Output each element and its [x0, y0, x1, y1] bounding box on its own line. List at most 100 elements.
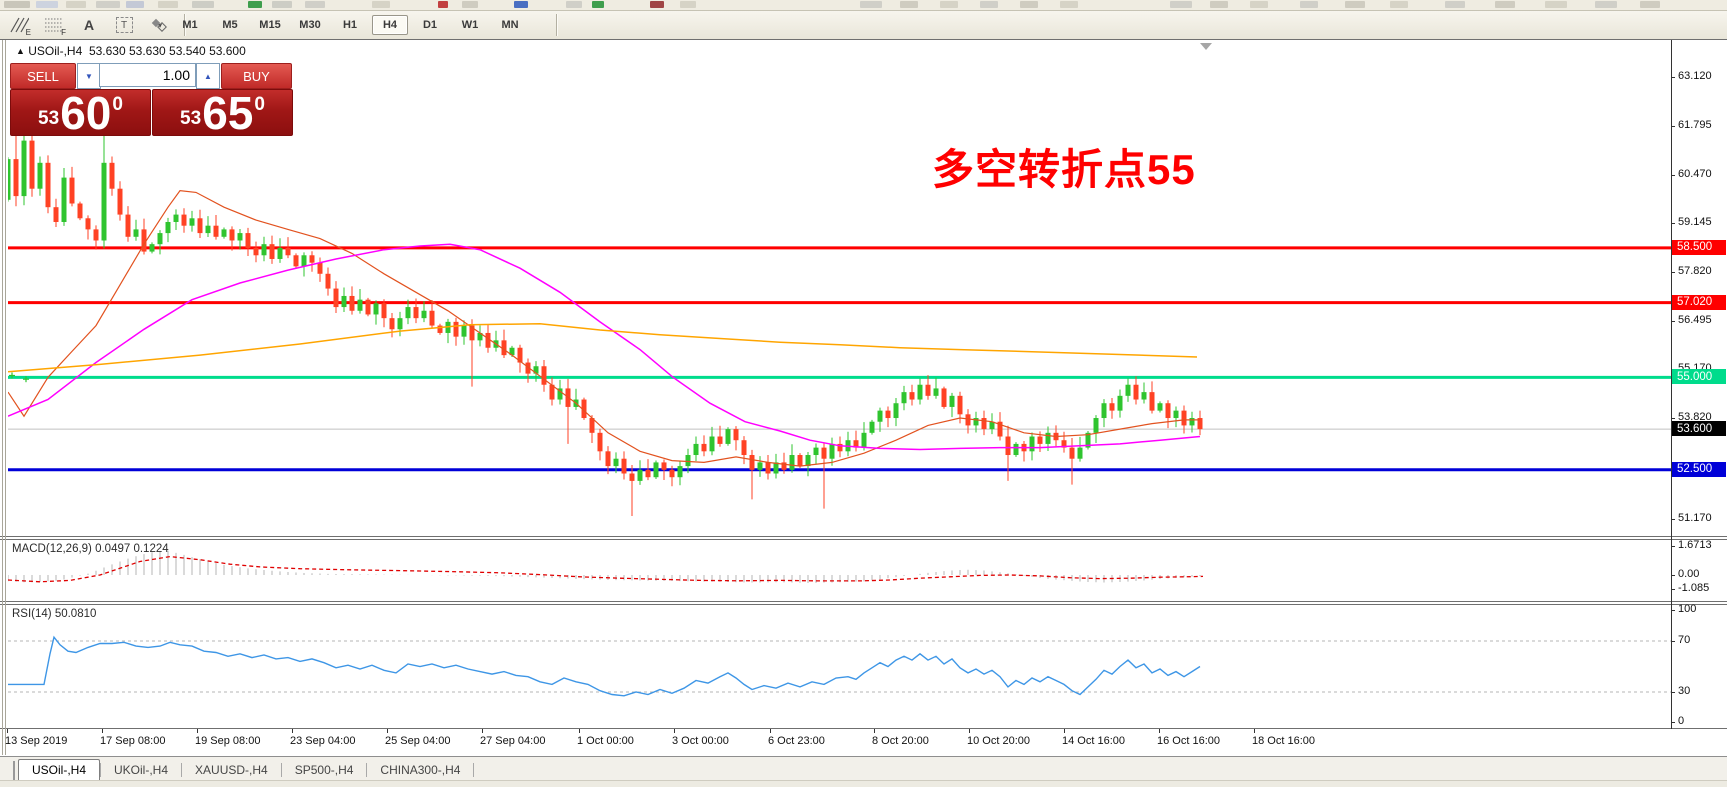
sell-button[interactable]: SELL — [10, 63, 76, 89]
grid-sub-label: F — [61, 28, 66, 37]
macd-canvas — [8, 550, 1204, 584]
sell-price-button[interactable]: 53 60 0 — [10, 89, 151, 136]
time-tick — [102, 729, 103, 733]
price-badge-52.500: 52.500 — [1672, 461, 1726, 477]
chart-title: ▲ USOil-,H4 53.630 53.630 53.540 53.600 — [16, 44, 246, 58]
fibo-grid-tool-button[interactable]: F — [41, 14, 67, 37]
price-tick-label: 63.120 — [1678, 70, 1712, 82]
clipped-icon — [1345, 1, 1365, 8]
top-toolbar-clipped — [0, 0, 1727, 11]
price-tick-label: 59.145 — [1678, 216, 1712, 228]
chevron-up-icon: ▲ — [204, 71, 212, 81]
drawing-tools-group: E F A T ▾ — [6, 11, 188, 39]
time-tick — [387, 729, 388, 733]
text-tool-button[interactable]: A — [76, 14, 102, 36]
text-label-tool-button[interactable]: T — [111, 14, 137, 36]
clipped-icon — [126, 1, 144, 8]
buy-price-button[interactable]: 53 65 0 — [152, 89, 293, 136]
clipped-icon — [1300, 1, 1318, 8]
timeframe-button-h1[interactable]: H1 — [342, 19, 358, 31]
time-tick-label: 23 Sep 04:00 — [290, 735, 356, 747]
buy-price-small: 53 — [180, 108, 202, 129]
clipped-icon — [1495, 1, 1515, 8]
channels-sub-label: E — [25, 28, 31, 37]
time-tick-label: 1 Oct 00:00 — [577, 735, 634, 747]
price-tick-label: 56.495 — [1678, 314, 1712, 326]
timeframe-button-h4[interactable]: H4 — [372, 15, 408, 35]
rsi-canvas — [8, 635, 1671, 697]
volume-decrease-button[interactable]: ▼ — [77, 63, 101, 89]
price-tick-label: 57.820 — [1678, 265, 1712, 277]
time-tick-label: 8 Oct 20:00 — [872, 735, 929, 747]
time-tick — [7, 729, 8, 733]
clipped-icon — [860, 1, 882, 8]
toolbar-chart-divider — [0, 39, 1727, 40]
time-tick — [1254, 729, 1255, 733]
tab-scroll-grip[interactable] — [1, 761, 15, 781]
price-tick — [1671, 222, 1675, 224]
collapse-arrow-icon[interactable]: ▲ — [16, 46, 25, 56]
price-tick — [1671, 174, 1675, 176]
chart-tab-ukoilh4[interactable]: UKOil-,H4 — [114, 763, 169, 777]
sell-price-small: 53 — [38, 108, 60, 129]
timeframe-button-m1[interactable]: M1 — [182, 19, 198, 31]
price-badge-57.020: 57.020 — [1672, 294, 1726, 310]
status-bar — [0, 780, 1727, 787]
sell-price-sup: 0 — [112, 93, 123, 115]
left-edge-line — [2, 40, 3, 755]
left-edge-line2 — [5, 40, 6, 755]
clipped-icon — [4, 1, 30, 8]
timeframe-button-d1[interactable]: D1 — [422, 19, 438, 31]
channels-tool-button[interactable]: E — [6, 14, 32, 37]
timeframe-button-m15[interactable]: M15 — [259, 19, 281, 31]
clipped-icon — [1250, 1, 1268, 8]
price-badge-58.500: 58.500 — [1672, 239, 1726, 255]
clipped-icon — [36, 1, 58, 8]
chart-tab-xauusdh4[interactable]: XAUUSD-,H4 — [195, 763, 268, 777]
clipped-icon — [940, 1, 958, 8]
clipped-icon — [1595, 1, 1617, 8]
time-tick — [770, 729, 771, 733]
arrows-tool-button[interactable]: ▾ — [146, 14, 172, 36]
volume-increase-button[interactable]: ▲ — [196, 63, 220, 89]
chart-tab-usoilh4[interactable]: USOil-,H4 — [18, 759, 101, 781]
main-macd-divider2 — [0, 539, 1727, 540]
timeframe-button-mn[interactable]: MN — [501, 19, 519, 31]
toolbar-separator — [556, 14, 557, 36]
macd-tick — [1671, 588, 1675, 590]
time-tick — [292, 729, 293, 733]
macd-rsi-divider2 — [0, 604, 1727, 605]
clipped-icon — [192, 1, 214, 8]
macd-tick-label: -1.085 — [1678, 582, 1710, 594]
timeframe-button-w1[interactable]: W1 — [461, 19, 479, 31]
clipped-icon — [1210, 1, 1228, 8]
clipped-icon — [1390, 1, 1408, 8]
chart-tab-sp500h4[interactable]: SP500-,H4 — [294, 763, 354, 777]
clipped-icon — [1170, 1, 1192, 8]
clipped-icon — [1445, 1, 1465, 8]
price-badge-55.000: 55.000 — [1672, 369, 1726, 385]
time-tick-label: 14 Oct 16:00 — [1062, 735, 1125, 747]
chart-ohlc-values: 53.630 53.630 53.540 53.600 — [88, 44, 246, 58]
price-tick — [1671, 125, 1675, 127]
rsi-tick — [1671, 691, 1675, 693]
chart-tab-china300h4[interactable]: CHINA300-,H4 — [380, 763, 461, 777]
clipped-icon — [96, 1, 120, 8]
time-tick-label: 19 Sep 08:00 — [195, 735, 261, 747]
time-tick-label: 6 Oct 23:00 — [768, 735, 825, 747]
main-chart-canvas[interactable] — [8, 40, 1671, 537]
rsi-xaxis-divider — [0, 728, 1727, 729]
price-tick — [1671, 518, 1675, 520]
timeframe-button-m5[interactable]: M5 — [222, 19, 238, 31]
chart-shift-marker-icon[interactable] — [1200, 43, 1212, 50]
buy-button[interactable]: BUY — [221, 63, 292, 89]
clipped-icon — [650, 1, 664, 8]
ma-slow-orange — [8, 322, 1198, 373]
volume-input[interactable]: 1.00 — [99, 63, 196, 87]
text-tool-glyph: A — [83, 17, 95, 33]
axis-border-line — [1671, 40, 1672, 729]
rsi-line — [8, 635, 1201, 697]
timeframe-button-m30[interactable]: M30 — [299, 19, 321, 31]
time-tick-label: 13 Sep 2019 — [5, 735, 68, 747]
